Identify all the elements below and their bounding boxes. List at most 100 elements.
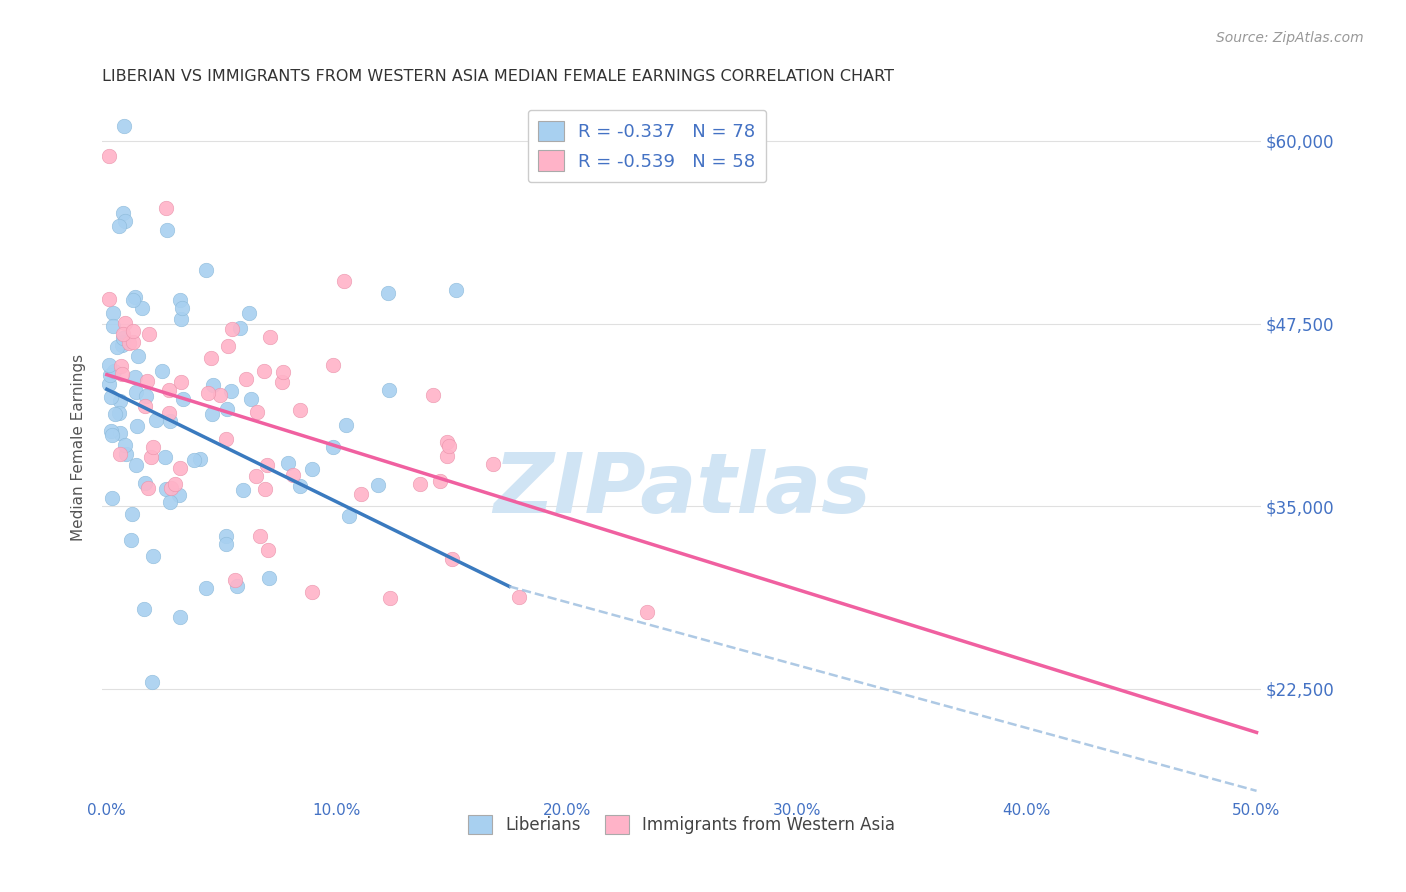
Point (245, 469, 267, 483)
Point (112, 206, 135, 220)
Point (108, 406, 131, 420)
Point (170, 311, 193, 326)
Point (322, 440, 344, 454)
Text: ZIPatlas: ZIPatlas (492, 450, 870, 530)
Point (98, 368, 121, 383)
Point (194, 263, 217, 277)
Point (194, 582, 217, 596)
Point (104, 407, 127, 421)
Point (142, 549, 165, 563)
Point (201, 407, 224, 421)
Point (120, 533, 142, 548)
Point (259, 330, 281, 344)
Point (208, 387, 231, 401)
Point (170, 375, 193, 389)
Point (257, 542, 280, 557)
Point (145, 413, 167, 427)
Point (100, 491, 122, 505)
Point (125, 458, 148, 472)
Point (101, 318, 124, 333)
Point (100, 425, 122, 439)
Text: LIBERIAN VS IMMIGRANTS FROM WESTERN ASIA MEDIAN FEMALE EARNINGS CORRELATION CHAR: LIBERIAN VS IMMIGRANTS FROM WESTERN ASIA… (103, 69, 894, 84)
Point (108, 447, 131, 461)
Point (165, 476, 187, 491)
Point (232, 483, 254, 498)
Point (108, 219, 131, 234)
Point (122, 334, 145, 349)
Point (238, 305, 260, 319)
Point (121, 507, 143, 521)
Point (124, 290, 146, 304)
Point (122, 324, 145, 338)
Text: Source: ZipAtlas.com: Source: ZipAtlas.com (1216, 31, 1364, 45)
Point (440, 552, 463, 566)
Point (253, 482, 276, 496)
Point (98, 358, 121, 372)
Point (183, 452, 205, 467)
Point (110, 426, 132, 441)
Point (160, 481, 183, 495)
Point (98, 148, 121, 162)
Point (141, 674, 163, 689)
Point (436, 449, 458, 463)
Point (188, 451, 211, 466)
Point (136, 481, 159, 495)
Point (172, 301, 194, 315)
Point (214, 537, 236, 551)
Point (322, 358, 344, 372)
Point (277, 456, 299, 470)
Point (377, 286, 399, 301)
Point (103, 364, 125, 378)
Point (159, 414, 181, 428)
Point (249, 529, 271, 543)
Point (111, 338, 134, 352)
Point (257, 571, 280, 585)
Point (142, 440, 165, 454)
Point (110, 359, 132, 373)
Point (134, 399, 156, 413)
Point (115, 447, 138, 461)
Point (141, 450, 163, 465)
Point (378, 591, 401, 605)
Point (215, 529, 238, 543)
Point (153, 450, 176, 465)
Point (409, 477, 432, 491)
Point (215, 401, 238, 416)
Point (114, 437, 136, 451)
Point (122, 293, 145, 307)
Point (201, 378, 224, 392)
Point (112, 120, 135, 134)
Point (135, 389, 157, 403)
Point (288, 479, 311, 493)
Point (156, 223, 179, 237)
Point (169, 610, 191, 624)
Point (444, 283, 467, 297)
Point (219, 384, 242, 398)
Point (508, 590, 530, 604)
Point (138, 326, 160, 341)
Point (271, 365, 294, 379)
Point (337, 509, 360, 524)
Point (167, 488, 190, 502)
Point (437, 439, 460, 453)
Point (301, 585, 323, 599)
Point (124, 370, 146, 384)
Point (125, 384, 148, 399)
Point (332, 274, 354, 288)
Point (197, 386, 219, 401)
Point (200, 351, 222, 366)
Point (271, 376, 294, 390)
Point (235, 372, 257, 386)
Point (256, 458, 278, 473)
Point (110, 394, 132, 409)
Point (226, 579, 249, 593)
Point (114, 316, 136, 330)
Point (159, 495, 181, 509)
Point (134, 476, 156, 491)
Point (252, 364, 274, 378)
Point (367, 477, 389, 491)
Point (301, 462, 323, 476)
Point (157, 406, 180, 420)
Point (229, 320, 252, 334)
Point (101, 428, 124, 442)
